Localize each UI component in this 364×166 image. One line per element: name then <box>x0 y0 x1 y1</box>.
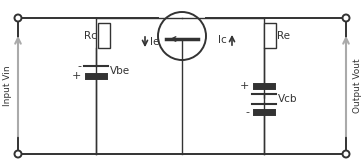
Bar <box>98 23 110 48</box>
Bar <box>264 23 276 48</box>
Text: Vcb: Vcb <box>278 94 297 104</box>
Text: -: - <box>245 107 249 117</box>
Text: Vbe: Vbe <box>110 66 130 76</box>
Text: -: - <box>77 61 81 71</box>
Circle shape <box>343 14 349 22</box>
Circle shape <box>343 151 349 158</box>
Text: +: + <box>72 71 81 81</box>
Text: +: + <box>240 81 249 91</box>
Text: Output Vout: Output Vout <box>352 59 361 113</box>
Circle shape <box>15 14 21 22</box>
Text: Ie: Ie <box>150 37 159 47</box>
Text: Rc: Rc <box>84 31 96 41</box>
Text: Input Vin: Input Vin <box>3 66 12 106</box>
Text: Ic: Ic <box>218 35 227 45</box>
Text: Re: Re <box>277 31 290 41</box>
Circle shape <box>15 151 21 158</box>
